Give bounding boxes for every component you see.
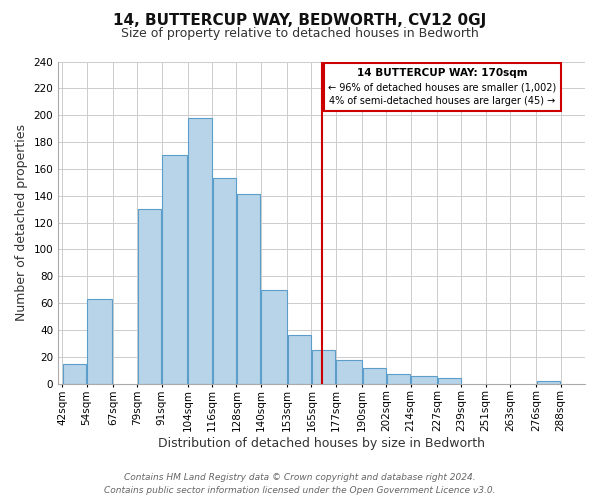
Bar bbox=[362, 368, 386, 384]
Bar bbox=[411, 376, 437, 384]
Text: 14, BUTTERCUP WAY, BEDWORTH, CV12 0GJ: 14, BUTTERCUP WAY, BEDWORTH, CV12 0GJ bbox=[113, 12, 487, 28]
Text: 14 BUTTERCUP WAY: 170sqm: 14 BUTTERCUP WAY: 170sqm bbox=[357, 68, 527, 78]
Text: ← 96% of detached houses are smaller (1,002): ← 96% of detached houses are smaller (1,… bbox=[328, 82, 556, 92]
Bar bbox=[63, 364, 86, 384]
Bar bbox=[312, 350, 335, 384]
Bar bbox=[262, 290, 287, 384]
Bar bbox=[162, 156, 187, 384]
Bar bbox=[212, 178, 236, 384]
Text: Size of property relative to detached houses in Bedworth: Size of property relative to detached ho… bbox=[121, 28, 479, 40]
FancyBboxPatch shape bbox=[323, 63, 560, 111]
Bar bbox=[237, 194, 260, 384]
Bar bbox=[387, 374, 410, 384]
Text: 4% of semi-detached houses are larger (45) →: 4% of semi-detached houses are larger (4… bbox=[329, 96, 555, 106]
Text: Contains HM Land Registry data © Crown copyright and database right 2024.
Contai: Contains HM Land Registry data © Crown c… bbox=[104, 474, 496, 495]
Bar bbox=[336, 360, 362, 384]
Bar bbox=[287, 336, 311, 384]
Bar bbox=[188, 118, 212, 384]
X-axis label: Distribution of detached houses by size in Bedworth: Distribution of detached houses by size … bbox=[158, 437, 485, 450]
Y-axis label: Number of detached properties: Number of detached properties bbox=[15, 124, 28, 321]
Bar bbox=[87, 299, 112, 384]
Bar bbox=[137, 209, 161, 384]
Bar bbox=[437, 378, 461, 384]
Bar bbox=[537, 381, 560, 384]
